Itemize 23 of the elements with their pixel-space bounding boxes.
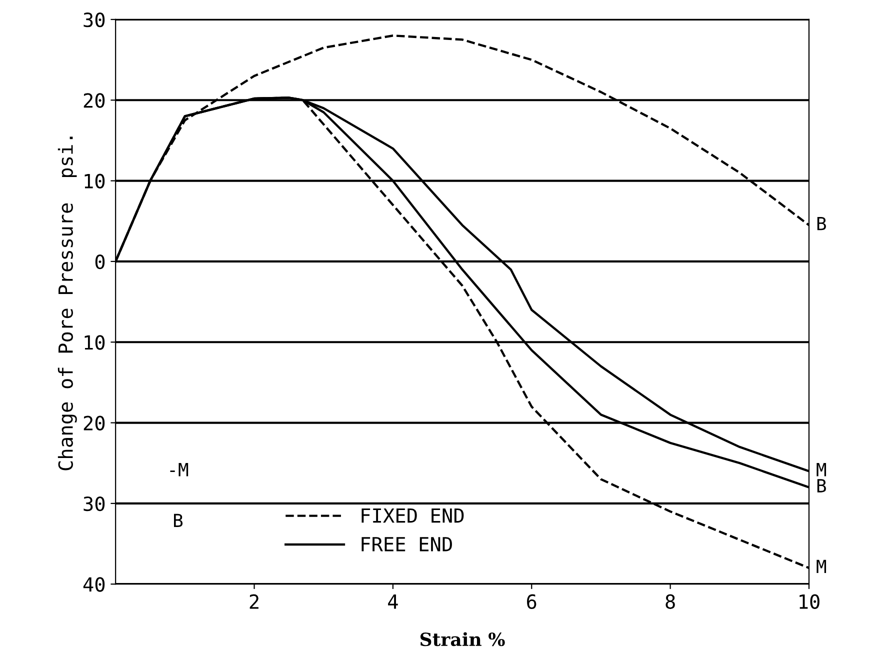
- x-tick-label: 4: [388, 594, 398, 609]
- annotation: FREE END: [362, 537, 452, 552]
- y-tick-label: 30: [84, 12, 105, 28]
- y-tick-label: 40: [83, 577, 105, 592]
- x-tick-label: 10: [800, 594, 820, 609]
- series-label: B: [817, 217, 826, 230]
- x-axis-title: Strain %: [420, 632, 505, 646]
- y-tick-label: 10: [84, 174, 105, 189]
- series-label: M: [816, 560, 826, 573]
- x-tick-label: 8: [666, 594, 675, 609]
- y-tick-label: 10: [84, 335, 105, 350]
- y-tick-label: 20: [84, 416, 105, 430]
- y-tick-label: 30: [84, 496, 105, 512]
- x-tick-label: 6: [527, 594, 536, 609]
- y-tick-label: 20: [84, 93, 105, 108]
- y-tick-label: 0: [95, 254, 105, 270]
- y-axis-title: Change of Pore Pressure psi.: [58, 136, 77, 470]
- x-tick-label: 2: [250, 594, 258, 609]
- annotation: B: [174, 514, 183, 528]
- annotation: FIXED END: [362, 508, 464, 523]
- series-label: M: [816, 463, 826, 476]
- annotation: -M: [170, 463, 188, 476]
- series-label: B: [817, 479, 826, 492]
